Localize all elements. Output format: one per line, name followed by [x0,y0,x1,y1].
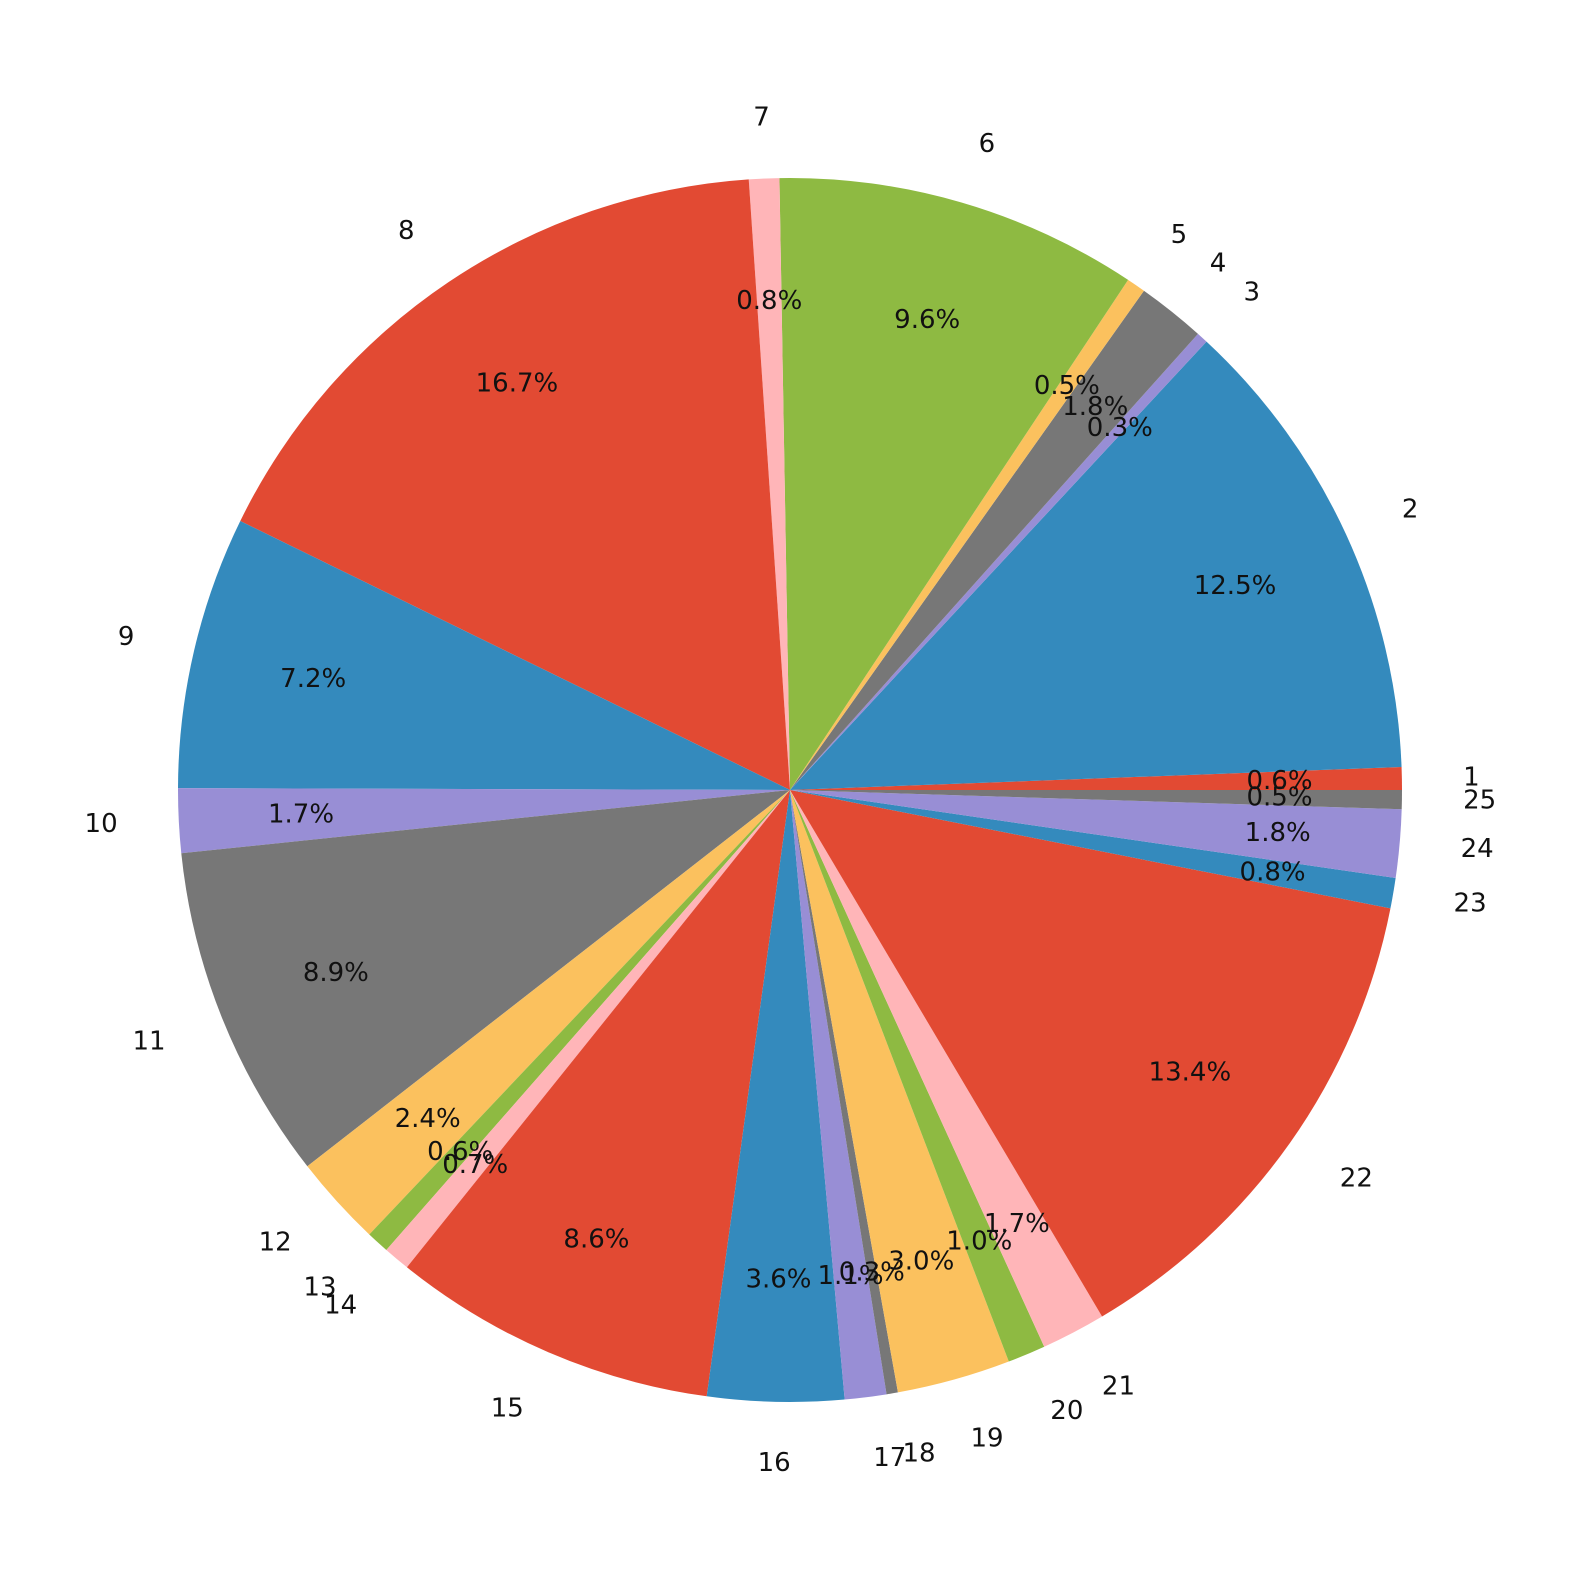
pie-slice-22 [790,790,1391,1317]
pie-slice-3 [790,333,1207,790]
slice-category-label-8: 8 [398,216,415,246]
slice-category-label-12: 12 [259,1228,292,1258]
slice-percent-label-13: 0.6% [427,1137,493,1167]
slice-percent-label-15: 8.6% [563,1225,629,1255]
slice-category-label-22: 22 [1340,1163,1373,1193]
slice-percent-label-2: 12.5% [1194,571,1277,601]
pie-slice-9 [178,521,790,790]
slice-percent-label-22: 13.4% [1149,1058,1232,1088]
slice-category-label-3: 3 [1243,277,1260,307]
slice-category-label-15: 15 [491,1393,524,1423]
slice-category-label-19: 19 [971,1424,1004,1454]
slice-percent-label-18: 0.3% [839,1258,905,1288]
pie-slice-6 [779,178,1129,790]
slice-percent-label-19: 3.0% [888,1247,954,1277]
slice-percent-label-1: 0.6% [1246,766,1312,796]
pie-slice-1 [790,766,1402,790]
slice-category-label-16: 16 [758,1448,791,1478]
slice-category-label-1: 1 [1463,762,1480,792]
pie-slice-25 [790,790,1402,810]
slice-category-label-2: 2 [1402,494,1419,524]
pie-slice-17 [790,790,887,1400]
slice-percent-label-4: 1.8% [1062,392,1128,422]
pie-slice-24 [790,790,1402,879]
pie-slice-2 [790,341,1402,790]
slice-percent-label-6: 9.6% [894,305,960,335]
slice-category-label-21: 21 [1102,1372,1135,1402]
slice-percent-label-16: 3.6% [745,1264,811,1294]
pie-slice-15 [406,790,790,1397]
slice-percent-label-12: 2.4% [395,1104,461,1134]
slice-percent-label-5: 0.5% [1034,371,1100,401]
pie-slice-4 [790,290,1198,790]
pie-labels: 0.6% 1 12.5% 2 0.3% 3 1.8% 4 0.5% 5 9.6% 6 0.8% 7 16.7… [85,102,1497,1478]
slice-percent-label-20: 1.0% [946,1227,1012,1257]
pie-slice-12 [307,790,790,1235]
pie-slice-19 [790,790,1009,1393]
slice-percent-label-11: 8.9% [303,958,369,988]
slice-category-label-10: 10 [85,809,118,839]
slice-category-label-9: 9 [118,622,135,652]
slice-percent-label-8: 16.7% [476,369,559,399]
slice-percent-label-17: 1.1% [818,1261,884,1291]
slice-category-label-4: 4 [1210,249,1227,279]
pie-slice-20 [790,790,1045,1362]
slice-category-label-18: 18 [903,1439,936,1469]
pie-slice-14 [386,790,790,1268]
pie-slice-5 [790,279,1144,790]
slice-category-label-13: 13 [303,1273,336,1303]
slice-category-label-23: 23 [1454,889,1487,919]
pie-slice-8 [240,179,790,791]
slice-category-label-7: 7 [753,102,770,132]
pie-slice-11 [181,790,790,1167]
slice-percent-label-23: 0.8% [1240,858,1306,888]
slice-category-label-25: 25 [1463,786,1496,816]
slice-percent-label-10: 1.7% [268,800,334,830]
slice-percent-label-9: 7.2% [280,664,346,694]
slice-percent-label-14: 0.7% [442,1150,508,1180]
slice-percent-label-21: 1.7% [984,1209,1050,1239]
pie-slice-13 [369,790,790,1250]
slice-category-label-20: 20 [1050,1396,1083,1426]
slice-percent-label-25: 0.5% [1247,783,1313,813]
slice-percent-label-3: 0.3% [1087,413,1153,443]
pie-slice-7 [748,178,790,790]
pie-slice-10 [178,788,790,854]
pie-slice-18 [790,790,898,1395]
slice-category-label-24: 24 [1461,834,1494,864]
slice-category-label-14: 14 [324,1291,357,1321]
slice-category-label-6: 6 [979,129,996,159]
slice-category-label-17: 17 [873,1443,906,1473]
pie-slice-16 [706,790,845,1403]
pie-slice-21 [790,790,1103,1347]
slice-percent-label-24: 1.8% [1245,818,1311,848]
pie-slices [178,178,1402,1403]
slice-category-label-5: 5 [1171,220,1188,250]
slice-category-label-11: 11 [132,1027,165,1057]
slice-percent-label-7: 0.8% [736,286,802,316]
pie-slice-23 [790,790,1396,909]
